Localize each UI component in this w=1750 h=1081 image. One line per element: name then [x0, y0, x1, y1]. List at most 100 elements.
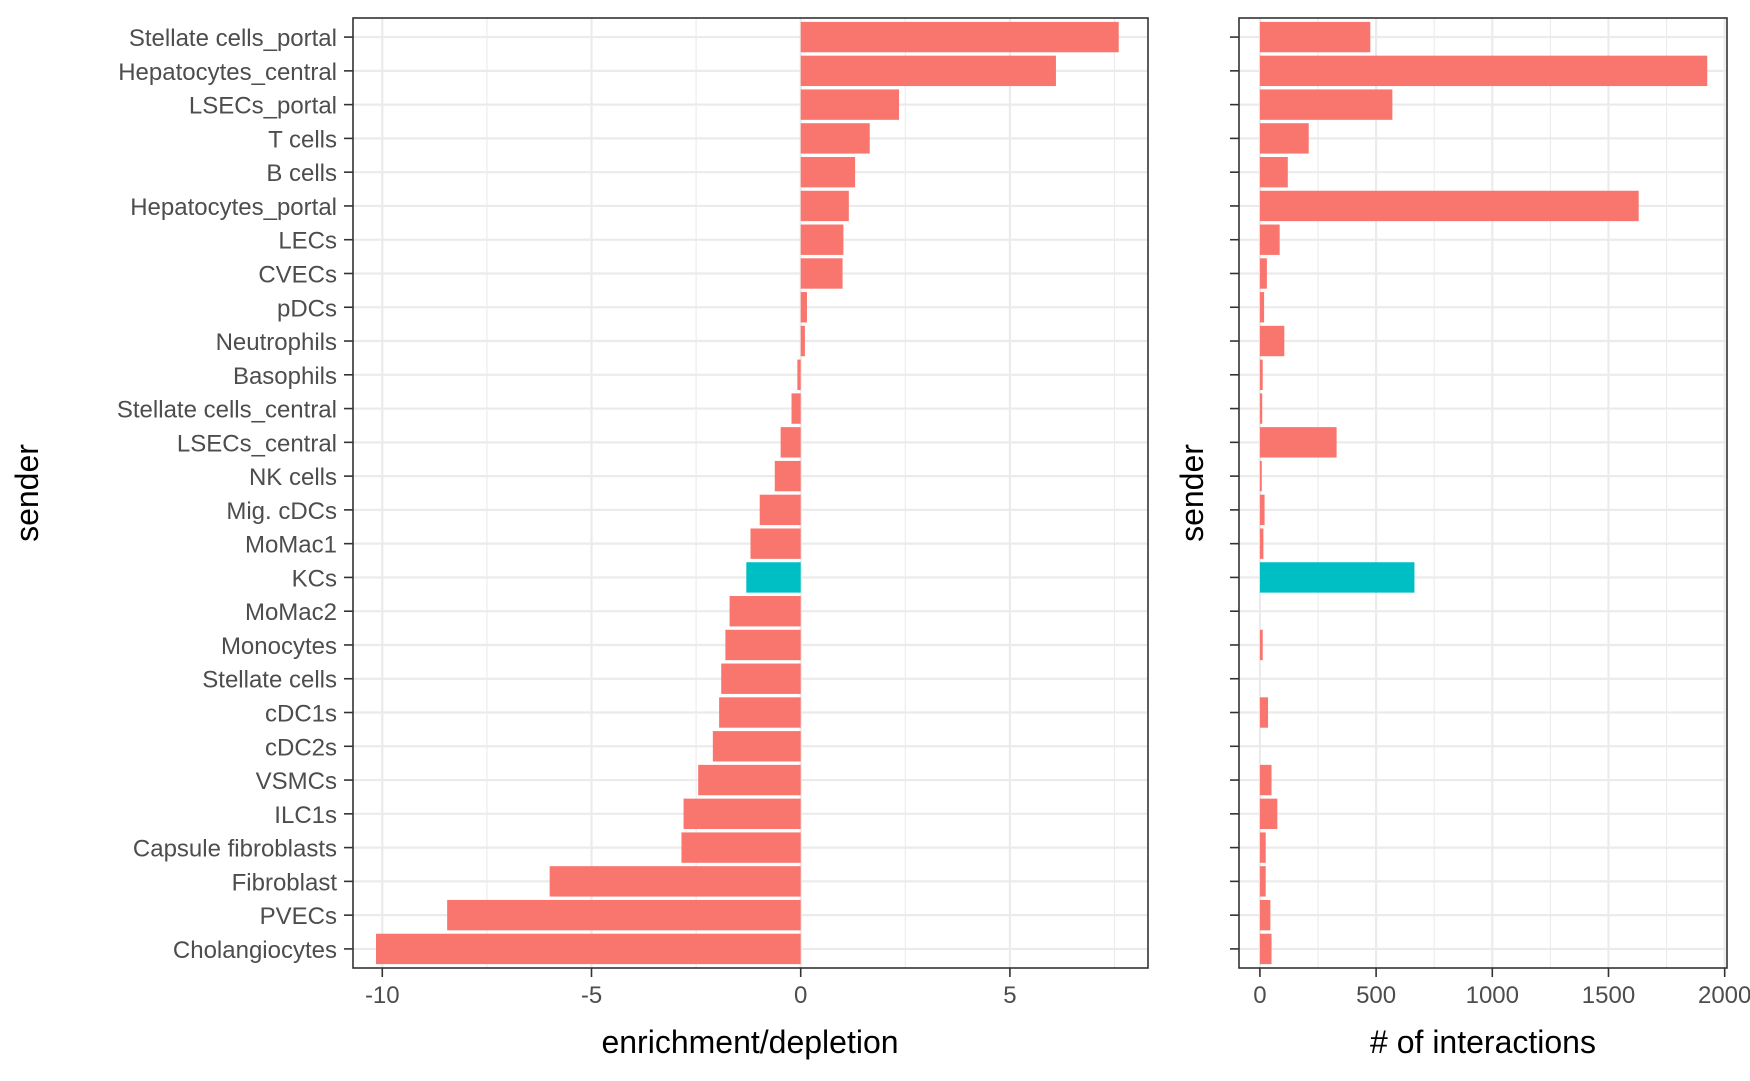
- y-tick-label: LECs: [278, 228, 337, 255]
- y-tick-label: PVECs: [260, 903, 337, 930]
- y-tick-label: Hepatocytes_portal: [130, 194, 337, 221]
- interactions-bar-b-cells: [1259, 156, 1288, 188]
- enrichment-bar-kcs: [746, 562, 801, 593]
- y-tick-label: Monocytes: [221, 633, 337, 660]
- y-tick-label: MoMac1: [245, 532, 337, 559]
- interactions-bar-hepatocytes-portal: [1259, 190, 1639, 222]
- interactions-bar-lecs: [1259, 224, 1280, 255]
- enrichment-x-tick-label: 0: [794, 982, 807, 1009]
- interactions-bar-pvecs: [1259, 899, 1271, 931]
- enrichment-bar-cdc2s: [712, 731, 801, 762]
- y-tick-label: ILC1s: [274, 802, 337, 829]
- enrichment-bar-mig-cdcs: [759, 494, 801, 526]
- y-tick-label: NK cells: [249, 464, 337, 491]
- enrichment-bar-ilc1s: [683, 798, 801, 830]
- y-tick-label: Mig. cDCs: [226, 498, 337, 525]
- enrichment-bar-basophils: [797, 359, 801, 390]
- y-tick-label: Stellate cells_central: [117, 397, 337, 424]
- y-tick-label: MoMac2: [245, 599, 337, 626]
- interactions-panel-border: [1238, 17, 1728, 969]
- enrichment-bar-capsule-fibroblasts: [681, 832, 801, 863]
- y-tick-label: Cholangiocytes: [173, 937, 337, 964]
- interactions-bar-cholangiocytes: [1259, 933, 1272, 965]
- interactions-x-tick-label: 1500: [1582, 982, 1635, 1009]
- interactions-bar-pdcs: [1259, 292, 1265, 323]
- interactions-x-axis-title: # of interactions: [1370, 1024, 1596, 1060]
- interactions-bar-fibroblast: [1259, 866, 1266, 897]
- enrichment-bar-pdcs: [800, 292, 807, 323]
- interactions-x-tick-label: 500: [1356, 982, 1396, 1009]
- interactions-bar-monocytes: [1259, 629, 1263, 661]
- interactions-bar-nk-cells: [1259, 460, 1262, 492]
- interactions-bar-hepatocytes-central: [1259, 55, 1708, 87]
- interactions-y-axis-title: sender: [1174, 444, 1210, 542]
- enrichment-bar-cholangiocytes: [376, 933, 801, 965]
- interactions-gridlines: [1239, 18, 1727, 968]
- enrichment-bar-vsmcs: [698, 764, 801, 796]
- enrichment-x-tick-label: -10: [365, 982, 400, 1009]
- y-tick-label: Neutrophils: [216, 329, 337, 356]
- interactions-x-tick-label: 0: [1253, 982, 1266, 1009]
- interactions-bar-stellate-cells-central: [1259, 393, 1263, 424]
- interactions-x-axis: 0 500 1000 1500 2000: [1253, 968, 1750, 1009]
- enrichment-bar-hepatocytes-central: [800, 55, 1056, 87]
- y-tick-label: KCs: [292, 565, 337, 592]
- interactions-bar-cvecs: [1259, 258, 1267, 289]
- y-tick-label: LSECs_portal: [189, 93, 337, 120]
- y-tick-label: cDC2s: [265, 734, 337, 761]
- interactions-bar-mig-cdcs: [1259, 494, 1265, 526]
- enrichment-bar-lecs: [800, 224, 844, 255]
- enrichment-bar-fibroblast: [549, 866, 801, 897]
- y-tick-label: pDCs: [277, 295, 337, 322]
- enrichment-x-tick-label: -5: [581, 982, 602, 1009]
- enrichment-bar-lsecs-portal: [800, 89, 900, 120]
- enrichment-y-axis: Stellate cells_portal Hepatocytes_central…: [117, 25, 353, 964]
- interactions-bar-kcs: [1259, 562, 1415, 593]
- y-tick-label: Stellate cells_portal: [129, 25, 337, 52]
- enrichment-bar-nk-cells: [774, 460, 801, 492]
- interactions-bar-ilc1s: [1259, 798, 1278, 830]
- enrichment-bar-hepatocytes-portal: [800, 190, 849, 222]
- interactions-bar-cdc1s: [1259, 697, 1269, 728]
- interactions-panel: 0 500 1000 1500 2000 # of interactions sender: [1174, 17, 1750, 1060]
- y-tick-label: B cells: [266, 160, 337, 187]
- interactions-bar-capsule-fibroblasts: [1259, 832, 1266, 863]
- interactions-bar-stellate-cells-portal: [1259, 21, 1371, 53]
- y-tick-label: cDC1s: [265, 701, 337, 728]
- interactions-panel-background: [1239, 18, 1727, 968]
- enrichment-bar-t-cells: [800, 123, 870, 154]
- interactions-x-tick-label: 2000: [1698, 982, 1750, 1009]
- enrichment-bar-cvecs: [800, 258, 843, 289]
- interactions-bar-neutrophils: [1259, 325, 1285, 357]
- enrichment-bar-momac1: [750, 528, 801, 559]
- enrichment-y-axis-title: sender: [9, 444, 45, 542]
- y-tick-label: Stellate cells: [202, 667, 337, 694]
- interactions-bars: [1259, 21, 1708, 965]
- enrichment-bar-b-cells: [800, 156, 856, 188]
- y-tick-label: Fibroblast: [232, 869, 338, 896]
- enrichment-panel-border: [352, 17, 1149, 969]
- enrichment-panel: Stellate cells_portal Hepatocytes_central…: [9, 17, 1149, 1060]
- enrichment-x-tick-label: 5: [1003, 982, 1016, 1009]
- interactions-y-axis: [1230, 36, 1239, 950]
- y-tick-label: Hepatocytes_central: [118, 59, 337, 86]
- y-tick-label: CVECs: [258, 261, 337, 288]
- interactions-bar-basophils: [1259, 359, 1263, 390]
- enrichment-bar-monocytes: [725, 629, 801, 661]
- y-tick-label: VSMCs: [256, 768, 337, 795]
- enrichment-bars: [376, 21, 1119, 965]
- y-tick-label: Basophils: [233, 363, 337, 390]
- enrichment-bar-pvecs: [447, 899, 801, 931]
- interactions-bar-vsmcs: [1259, 764, 1272, 796]
- enrichment-x-axis-title: enrichment/depletion: [601, 1024, 898, 1060]
- interactions-bar-lsecs-portal: [1259, 89, 1393, 120]
- y-tick-label: Capsule fibroblasts: [133, 836, 337, 863]
- interactions-bar-lsecs-central: [1259, 427, 1337, 458]
- interactions-x-tick-label: 1000: [1466, 982, 1519, 1009]
- y-tick-label: T cells: [268, 126, 337, 153]
- interactions-bar-momac1: [1259, 528, 1264, 559]
- interactions-bar-t-cells: [1259, 123, 1309, 154]
- enrichment-x-axis: -10 -5 0 5: [365, 968, 1017, 1009]
- enrichment-bar-neutrophils: [800, 325, 805, 357]
